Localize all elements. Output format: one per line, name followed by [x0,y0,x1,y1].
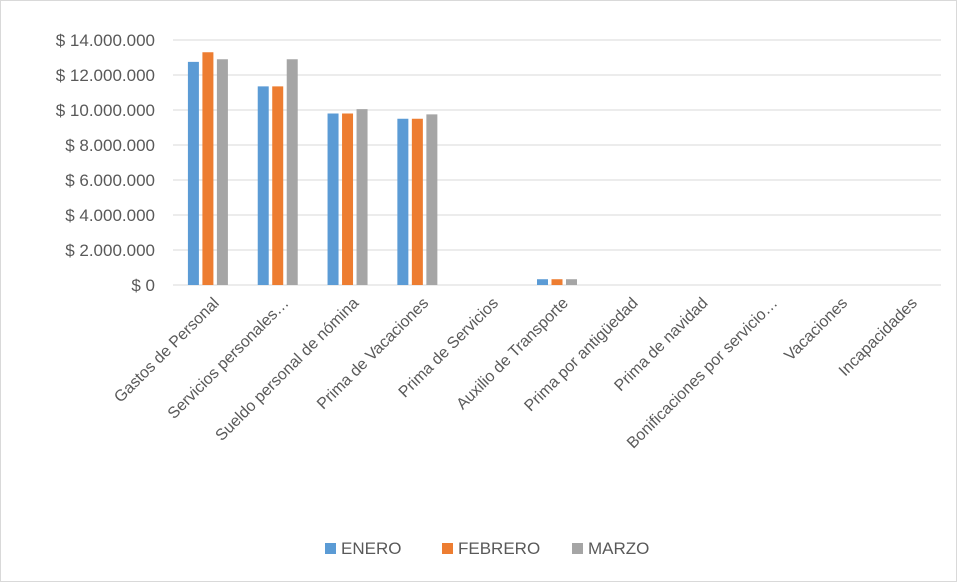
x-tick-label: Prima por antigüedad [521,295,641,415]
legend: ENERO FEBRERO MARZO [325,539,649,558]
bar-marzo [566,279,577,285]
y-tick-label: $ 0 [131,276,155,295]
y-tick-label: $ 12.000.000 [56,66,155,85]
bar-marzo [426,114,438,285]
x-tick-label: Vacaciones [781,295,851,365]
bar-febrero [411,118,423,285]
bars [187,52,577,285]
y-tick-label: $ 14.000.000 [56,31,155,50]
y-tick-label: $ 6.000.000 [65,171,155,190]
bar-febrero [202,52,214,285]
x-tick-label: Bonificaciones por servicio… [624,295,781,452]
bar-enero [397,118,409,285]
y-tick-label: $ 10.000.000 [56,101,155,120]
y-tick-label: $ 4.000.000 [65,206,155,225]
bar-febrero [551,279,563,285]
bar-marzo [286,59,298,285]
bar-febrero [342,113,354,285]
bar-febrero [272,86,284,285]
y-tick-label: $ 8.000.000 [65,136,155,155]
legend-swatch-febrero [442,543,453,554]
legend-label-enero: ENERO [341,539,401,558]
gridlines [173,39,941,286]
bar-enero [327,113,339,285]
legend-label-marzo: MARZO [588,539,649,558]
y-axis-tick-labels: $ 0 $ 2.000.000 $ 4.000.000 $ 6.000.000 $ 8.… [56,31,155,295]
x-tick-label: Servicios personales… [165,295,293,423]
legend-label-febrero: FEBRERO [458,539,540,558]
bar-enero [187,61,199,285]
y-tick-label: $ 2.000.000 [65,241,155,260]
bar-enero [257,86,269,285]
bar-marzo [356,109,368,285]
x-tick-label: Sueldo personal de nómina [213,295,363,445]
bar-enero [537,279,548,285]
bar-marzo [216,59,228,285]
legend-swatch-marzo [572,543,583,554]
legend-swatch-enero [325,543,336,554]
